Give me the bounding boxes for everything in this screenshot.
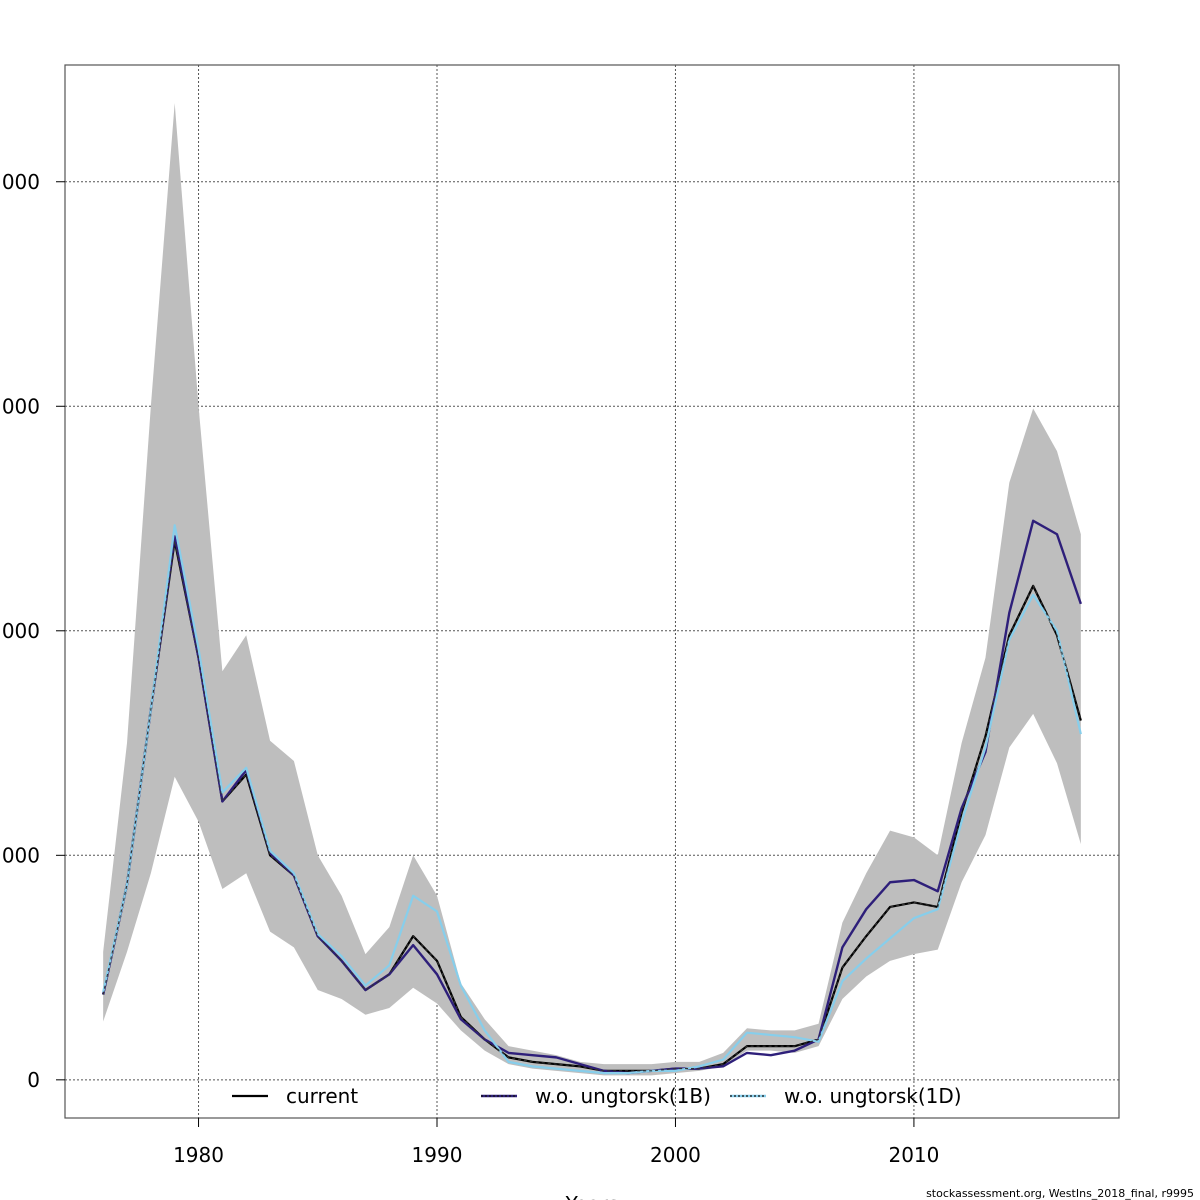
credit-text: stockassessment.org, WestIns_2018_final,… <box>926 1187 1194 1200</box>
series-line-current-dashed <box>102 540 1082 1072</box>
confidence-band <box>103 103 1081 1076</box>
x-axis-title: Years <box>565 1192 619 1200</box>
series-line-1d <box>102 524 1082 1075</box>
legend-label-current: current <box>286 1084 358 1108</box>
grid-lines <box>65 65 1119 1118</box>
y-tick-label-4: 000 <box>2 170 40 194</box>
y-tick-label-0: 0 <box>27 1068 40 1092</box>
legend-label-1b: w.o. ungtorsk(1B) <box>535 1084 711 1108</box>
x-tick-label-0: 1980 <box>173 1143 224 1167</box>
legend-label-1d: w.o. ungtorsk(1D) <box>784 1084 962 1108</box>
confidence-band-area <box>103 103 1081 1076</box>
y-tick-label-2: 000 <box>2 619 40 643</box>
x-tick-label-3: 2010 <box>888 1143 939 1167</box>
plot-frame <box>64 64 1120 1119</box>
series-lines <box>101 519 1082 1075</box>
x-axis: 1980 1990 2000 2010 <box>173 1118 939 1167</box>
x-tick-label-1: 1990 <box>412 1143 463 1167</box>
x-tick-label-2: 2000 <box>650 1143 701 1167</box>
y-tick-label-3: 000 <box>2 394 40 418</box>
y-tick-label-1: 000 <box>2 843 40 867</box>
legend: current w.o. ungtorsk(1B) w.o. ungtorsk(… <box>232 1084 962 1108</box>
